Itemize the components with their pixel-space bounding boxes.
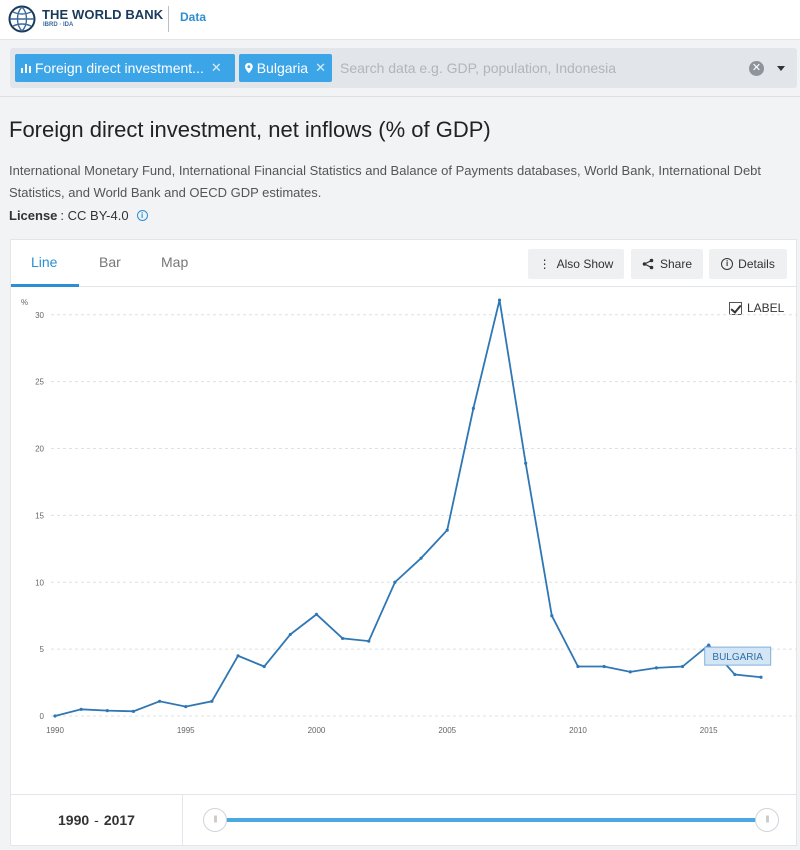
year-range-label: 1990 - 2017 — [11, 795, 183, 845]
country-chip-label: Bulgaria — [256, 60, 309, 76]
data-point — [707, 643, 711, 647]
data-point — [210, 699, 214, 703]
year-range-footer: 1990 - 2017 ||| ||| — [10, 794, 797, 846]
x-tick-label: 1995 — [177, 726, 195, 735]
data-point — [157, 699, 162, 703]
range-end: 2017 — [103, 812, 135, 828]
country-chip[interactable]: Bulgaria ✕ — [239, 54, 332, 82]
range-start-handle[interactable]: ||| — [203, 808, 227, 832]
indicator-chip[interactable]: Foreign direct investment... ✕ — [15, 54, 235, 82]
data-point — [367, 639, 371, 643]
share-label: Share — [659, 257, 693, 271]
share-icon — [642, 258, 654, 270]
data-point — [419, 556, 423, 560]
data-point — [628, 670, 632, 674]
share-button[interactable]: Share — [631, 249, 703, 279]
chart-tabs: Line Bar Map ⋮ Also Show Share i Details — [11, 240, 796, 287]
y-tick-label: 20 — [35, 445, 44, 454]
data-point — [471, 406, 475, 410]
tab-line[interactable]: Line — [31, 254, 58, 270]
details-button[interactable]: i Details — [709, 249, 787, 279]
details-info-icon: i — [721, 258, 734, 270]
y-tick-label: 25 — [35, 378, 44, 387]
data-point — [184, 705, 188, 709]
y-axis-unit-label: % — [21, 298, 28, 307]
x-tick-label: 2000 — [308, 726, 326, 735]
data-point — [131, 709, 136, 713]
chart-panel: Line Bar Map ⋮ Also Show Share i Details… — [10, 239, 797, 795]
license-value: : CC BY-4.0 — [60, 208, 129, 223]
y-tick-label: 0 — [40, 712, 45, 721]
x-tick-label: 2010 — [569, 726, 587, 735]
data-point — [53, 714, 57, 718]
also-show-button[interactable]: ⋮ Also Show — [528, 249, 624, 279]
tab-map[interactable]: Map — [161, 254, 189, 270]
data-point — [393, 580, 397, 584]
location-pin-icon — [245, 62, 253, 74]
x-tick-label: 2015 — [700, 726, 718, 735]
data-point — [680, 664, 685, 669]
label-toggle-text: LABEL — [747, 301, 785, 315]
section-divider — [0, 96, 800, 97]
brand-subtitle: IBRD · IDA — [43, 22, 74, 28]
series-tag-box — [704, 646, 772, 666]
data-point — [262, 664, 266, 669]
data-point — [602, 664, 606, 669]
bar-chart-icon — [21, 63, 31, 73]
series-line — [54, 299, 762, 717]
indicator-chip-label: Foreign direct investment... — [35, 60, 204, 76]
page-title: Foreign direct investment, net inflows (… — [9, 117, 491, 142]
range-end-handle[interactable]: ||| — [755, 808, 779, 832]
label-checkbox[interactable] — [729, 301, 742, 315]
x-tick-label: 2005 — [438, 726, 456, 735]
data-point — [759, 675, 763, 679]
data-point — [733, 672, 737, 677]
search-input[interactable] — [340, 58, 730, 78]
world-bank-logo-icon[interactable] — [8, 5, 36, 33]
y-tick-label: 10 — [35, 578, 44, 587]
license-info: License : CC BY-4.0 i — [9, 208, 148, 223]
x-tick-label: 1990 — [46, 726, 64, 735]
top-header: THE WORLD BANK IBRD · IDA Data — [0, 0, 800, 40]
data-point — [497, 298, 502, 302]
range-slider-track[interactable] — [214, 818, 769, 822]
active-tab-indicator — [11, 284, 79, 287]
clear-search-icon[interactable]: ✕ — [749, 61, 764, 76]
data-point — [445, 528, 449, 532]
y-tick-label: 5 — [40, 645, 45, 654]
also-show-label: Also Show — [556, 257, 614, 271]
header-divider — [168, 6, 169, 32]
data-point — [314, 612, 319, 616]
dropdown-caret-icon[interactable] — [777, 66, 785, 71]
data-point — [550, 614, 554, 618]
label-toggle[interactable]: LABEL — [729, 301, 784, 315]
data-point — [576, 664, 580, 669]
source-text: International Monetary Fund, Internation… — [9, 163, 762, 200]
line-chart: % 0 5 10 15 20 25 30 1990 1995 2000 2005 2010 2015 BUL… — [21, 298, 796, 735]
remove-indicator-icon[interactable]: ✕ — [210, 60, 222, 75]
search-bar: Foreign direct investment... ✕ Bulgaria … — [10, 48, 797, 88]
license-label: License — [9, 208, 58, 223]
y-tick-label: 15 — [35, 511, 44, 520]
data-point — [524, 461, 528, 465]
data-point — [288, 632, 292, 637]
range-start: 1990 — [58, 812, 90, 828]
y-tick-label: 30 — [35, 311, 44, 320]
data-point — [105, 709, 109, 713]
license-info-icon[interactable]: i — [136, 210, 148, 221]
more-vertical-icon: ⋮ — [538, 257, 551, 271]
data-section-link[interactable]: Data — [180, 10, 207, 24]
brand-name[interactable]: THE WORLD BANK — [42, 7, 164, 22]
details-label: Details — [738, 257, 775, 271]
data-point — [236, 654, 240, 658]
range-dash: - — [94, 812, 99, 828]
data-point — [341, 636, 345, 641]
data-point — [654, 666, 659, 670]
series-name-label: BULGARIA — [712, 652, 763, 663]
tab-bar[interactable]: Bar — [99, 254, 121, 270]
remove-country-icon[interactable]: ✕ — [315, 60, 326, 75]
data-point — [79, 707, 83, 711]
